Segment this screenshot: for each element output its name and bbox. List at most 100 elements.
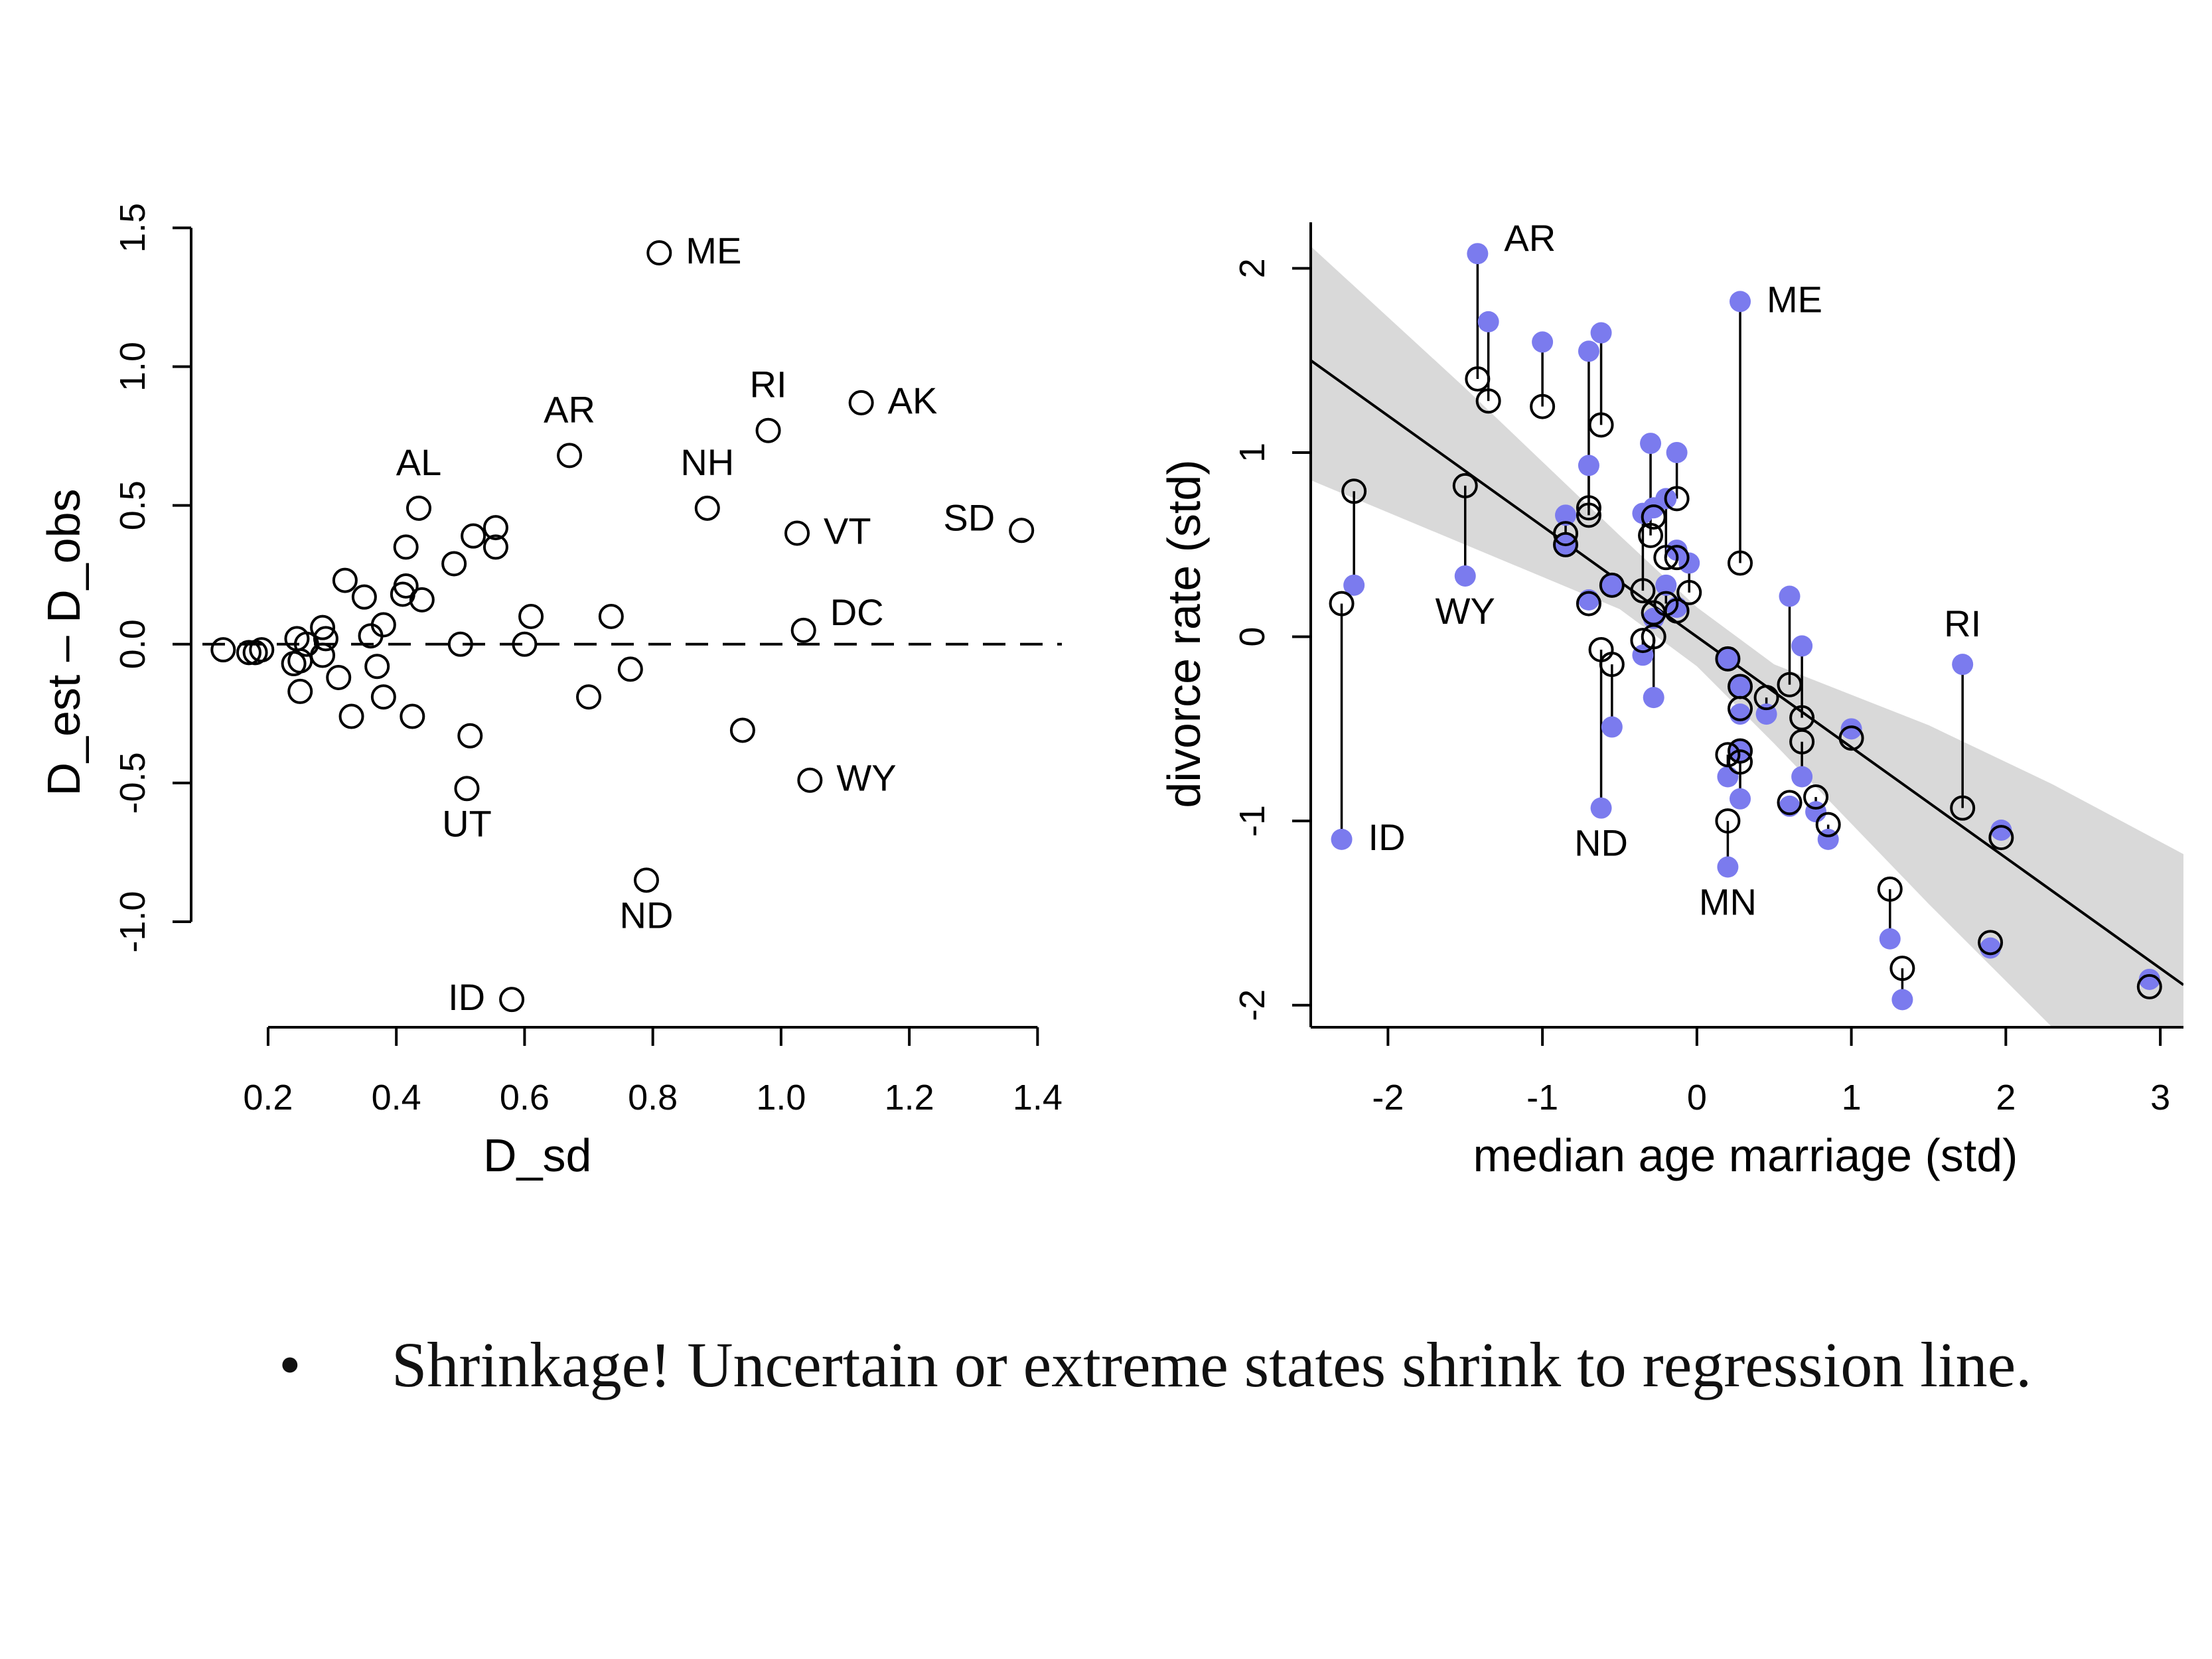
observed-point	[1590, 322, 1612, 344]
data-point	[729, 717, 755, 743]
estimated-point	[2136, 974, 2162, 999]
point-label: NH	[680, 441, 734, 483]
data-point	[518, 603, 544, 629]
y-tick-label: -0.5	[113, 752, 153, 814]
estimated-point	[1664, 598, 1690, 624]
point-label: AR	[544, 388, 595, 430]
y-tick-label: 0.0	[113, 619, 153, 669]
estimated-point	[1715, 646, 1741, 672]
x-tick-label: 1.2	[885, 1078, 934, 1118]
y-tick-label: 2	[1232, 258, 1272, 278]
state-label: WY	[1436, 590, 1495, 632]
estimated-point	[1777, 790, 1803, 816]
data-point	[441, 551, 467, 577]
estimated-point	[1452, 472, 1478, 498]
observed-point	[2138, 968, 2160, 990]
observed-point	[1730, 788, 1751, 810]
observed-point	[1578, 455, 1599, 476]
data-point	[482, 515, 508, 541]
x-tick-label: 1.4	[1013, 1078, 1063, 1118]
observed-point	[1840, 718, 1862, 740]
data-point	[646, 240, 672, 266]
data-point	[338, 703, 364, 729]
estimated-point	[1728, 550, 1753, 576]
observed-point	[1601, 716, 1623, 738]
y-tick-label: -2	[1232, 989, 1272, 1021]
point-label: VT	[824, 510, 871, 551]
state-label: RI	[1944, 603, 1981, 644]
estimated-point	[1599, 572, 1625, 598]
data-point	[1009, 518, 1035, 543]
x-tick-label: 0.2	[243, 1078, 293, 1118]
data-point	[310, 614, 336, 640]
observed-point	[1990, 819, 2012, 841]
observed-point	[1477, 311, 1499, 332]
estimated-point	[1676, 579, 1702, 605]
observed-point	[1454, 565, 1476, 587]
data-point	[694, 495, 720, 521]
estimated-point	[1715, 742, 1741, 768]
estimated-point	[1889, 956, 1915, 981]
estimated-point	[1641, 624, 1666, 650]
estimated-point	[1588, 412, 1614, 438]
estimated-point	[1576, 591, 1601, 616]
observed-point	[1717, 648, 1739, 670]
estimated-point	[1329, 591, 1355, 616]
observed-point	[1655, 574, 1677, 596]
right-scatter-plot: -2 -1 0 1 2 3 median age marriage (std) -2 -1 0 1 2…	[1158, 217, 2183, 1181]
estimated-point	[1803, 784, 1829, 810]
data-point	[406, 495, 431, 521]
state-label: ND	[1574, 822, 1628, 864]
observed-point	[1717, 766, 1739, 788]
data-point	[797, 767, 823, 793]
observed-point	[1578, 340, 1599, 362]
bullet-marker: •	[279, 1329, 301, 1400]
data-point	[409, 587, 435, 613]
estimated-point	[1664, 486, 1690, 512]
data-point	[400, 703, 425, 729]
data-point	[326, 664, 352, 690]
observed-point	[1779, 585, 1801, 607]
data-point	[287, 678, 313, 704]
y-tick-label: 0.5	[113, 480, 153, 530]
observed-point	[1952, 654, 1974, 676]
data-point	[249, 637, 275, 663]
bullet-text: Shrinkage! Uncertain or extreme states s…	[392, 1329, 2032, 1400]
observed-point	[1717, 856, 1739, 878]
estimated-point	[1728, 738, 1753, 764]
x-tick-label: 3	[2150, 1078, 2170, 1118]
observed-point	[1640, 433, 1662, 455]
observed-point	[1555, 504, 1577, 526]
state-label: ID	[1368, 816, 1406, 858]
x-tick-label: 2	[1996, 1078, 2016, 1118]
data-point	[755, 417, 781, 443]
point-label: SD	[943, 496, 995, 538]
estimated-point	[1664, 545, 1690, 571]
data-point	[310, 642, 336, 668]
observed-point	[1643, 687, 1664, 709]
y-axis-label: divorce rate (std)	[1158, 459, 1210, 808]
y-tick-label: -1	[1232, 805, 1272, 837]
estimated-point	[1728, 674, 1753, 699]
estimated-point	[1753, 685, 1779, 711]
point-label: DC	[830, 591, 884, 633]
x-tick-label: 1	[1842, 1078, 1862, 1118]
estimated-point	[1789, 705, 1815, 731]
point-label: ID	[448, 976, 485, 1018]
estimated-point	[1630, 628, 1656, 654]
estimated-point	[1728, 749, 1753, 775]
x-tick-label: 0.8	[628, 1078, 678, 1118]
data-point	[393, 534, 419, 560]
observed-point	[1891, 989, 1913, 1011]
estimated-point	[1530, 394, 1556, 419]
estimated-point	[1978, 930, 2004, 956]
data-point	[557, 443, 583, 469]
x-tick-label: 0.4	[372, 1078, 421, 1118]
figure: 0.2 0.4 0.6 0.8 1.0 1.2 1.4 D_sd -1.0 -0.5 0.0 0.5 1…	[38, 203, 2183, 1181]
data-point	[370, 684, 396, 710]
x-tick-label: -1	[1526, 1078, 1558, 1118]
data-point	[370, 612, 396, 638]
observed-point	[1730, 703, 1751, 725]
observed-point	[1730, 291, 1751, 313]
observed-point	[1331, 828, 1353, 850]
